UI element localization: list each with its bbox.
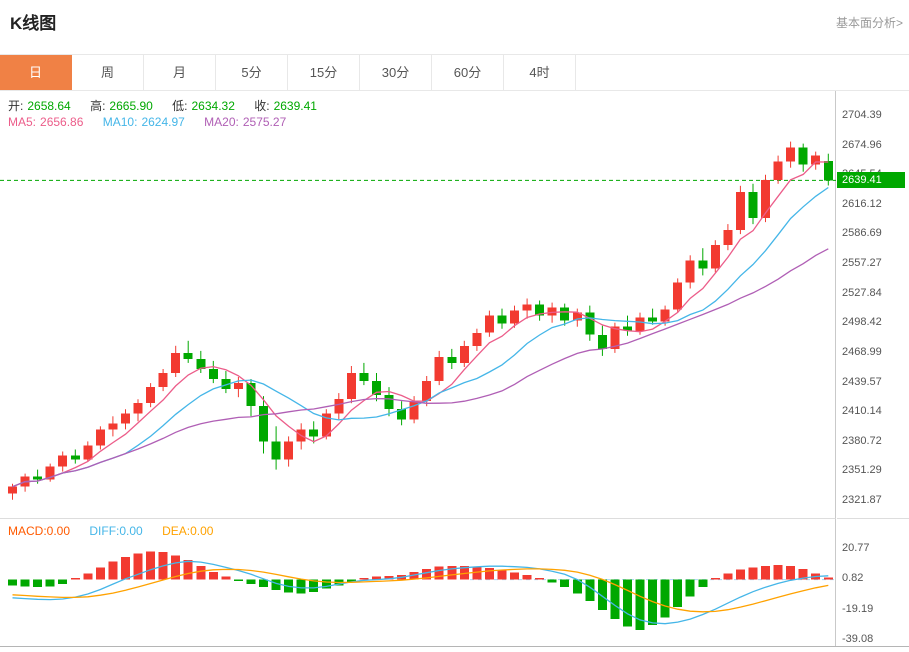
high-label: 高: [90,99,106,113]
period-tabbar: 日 周 月 5分 15分 30分 60分 4时 [0,54,909,91]
macd-label: MACD: [8,524,47,538]
price-axis-label: 2616.12 [842,197,882,210]
price-chart-canvas [0,141,836,500]
price-axis-label: 2468.99 [842,345,882,358]
dea-line [12,568,829,613]
price-axis-label: 2380.72 [842,434,882,447]
diff-line [12,560,829,625]
chart-container: 开: 2658.64 高: 2665.90 低: 2634.32 收: 2639.41 … [0,91,909,652]
chart-bottom-divider [0,646,909,647]
ma20-value: 2575.27 [242,115,287,129]
price-axis-label: 2351.29 [842,464,882,477]
macd-value: 0.00 [46,524,71,538]
macd-axis-label: 0.82 [842,572,864,585]
tab-day[interactable]: 日 [0,55,72,90]
current-price-label: 2639.41 [837,172,905,188]
price-axis-label: 2704.39 [842,109,882,121]
tab-15min[interactable]: 15分 [288,55,360,90]
tab-5min[interactable]: 5分 [216,55,288,90]
close-label: 收: [254,99,270,113]
page-title: K线图 [10,14,57,33]
price-axis-label: 2674.96 [842,138,882,151]
macd-axis: 20.77 0.82 -19.19 -39.08 [837,518,909,646]
close-value: 2639.41 [273,99,317,113]
candle-series [8,141,833,500]
price-axis-label: 2527.84 [842,286,882,299]
ma-readout: MA5: 2656.86 MA10: 2624.97 MA20: 2575.27 [8,115,302,129]
ma5-value: 2656.86 [40,115,84,129]
low-value: 2634.32 [191,99,235,113]
ma20-label: MA20: [204,115,239,129]
price-axis-label: 2439.57 [842,375,882,388]
macd-axis-label: 20.77 [842,542,870,554]
open-label: 开: [8,99,24,113]
dea-value: 0.00 [190,524,214,538]
ma10-line [12,186,829,488]
header: K线图 基本面分析> [0,0,909,54]
ma20-line [12,248,829,488]
low-label: 低: [172,99,188,113]
macd-chart-canvas [8,551,836,630]
price-axis-label: 2557.27 [842,257,882,270]
open-value: 2658.64 [27,99,71,113]
ma5-line [12,161,829,488]
price-axis: 2639.41 2704.392674.962645.542616.122586… [837,91,909,518]
tab-60min[interactable]: 60分 [432,55,504,90]
diff-value: 0.00 [119,524,143,538]
tab-month[interactable]: 月 [144,55,216,90]
price-axis-label: 2586.69 [842,227,882,240]
fundamental-analysis-link[interactable]: 基本面分析> [835,16,903,30]
price-panel[interactable]: 开: 2658.64 高: 2665.90 低: 2634.32 收: 2639.41 … [0,91,836,518]
tab-week[interactable]: 周 [72,55,144,90]
dea-label: DEA: [162,524,191,538]
price-axis-label: 2321.87 [842,493,882,506]
macd-axis-label: -19.19 [842,602,874,615]
macd-histogram [8,551,833,630]
macd-readout: MACD:0.00 DIFF:0.00 DEA:0.00 [8,524,229,538]
tab-30min[interactable]: 30分 [360,55,432,90]
ma10-value: 2624.97 [141,115,185,129]
macd-panel[interactable]: MACD:0.00 DIFF:0.00 DEA:0.00 [0,518,836,646]
high-value: 2665.90 [109,99,153,113]
diff-label: DIFF: [89,524,120,538]
price-axis-label: 2498.42 [842,316,882,329]
ohlc-readout: 开: 2658.64 高: 2665.90 低: 2634.32 收: 2639.41 [8,97,333,114]
ma5-label: MA5: [8,115,37,129]
tab-4hour[interactable]: 4时 [504,55,576,90]
macd-axis-label: -39.08 [842,632,874,645]
ma10-label: MA10: [102,115,138,129]
price-axis-label: 2410.14 [842,405,882,418]
